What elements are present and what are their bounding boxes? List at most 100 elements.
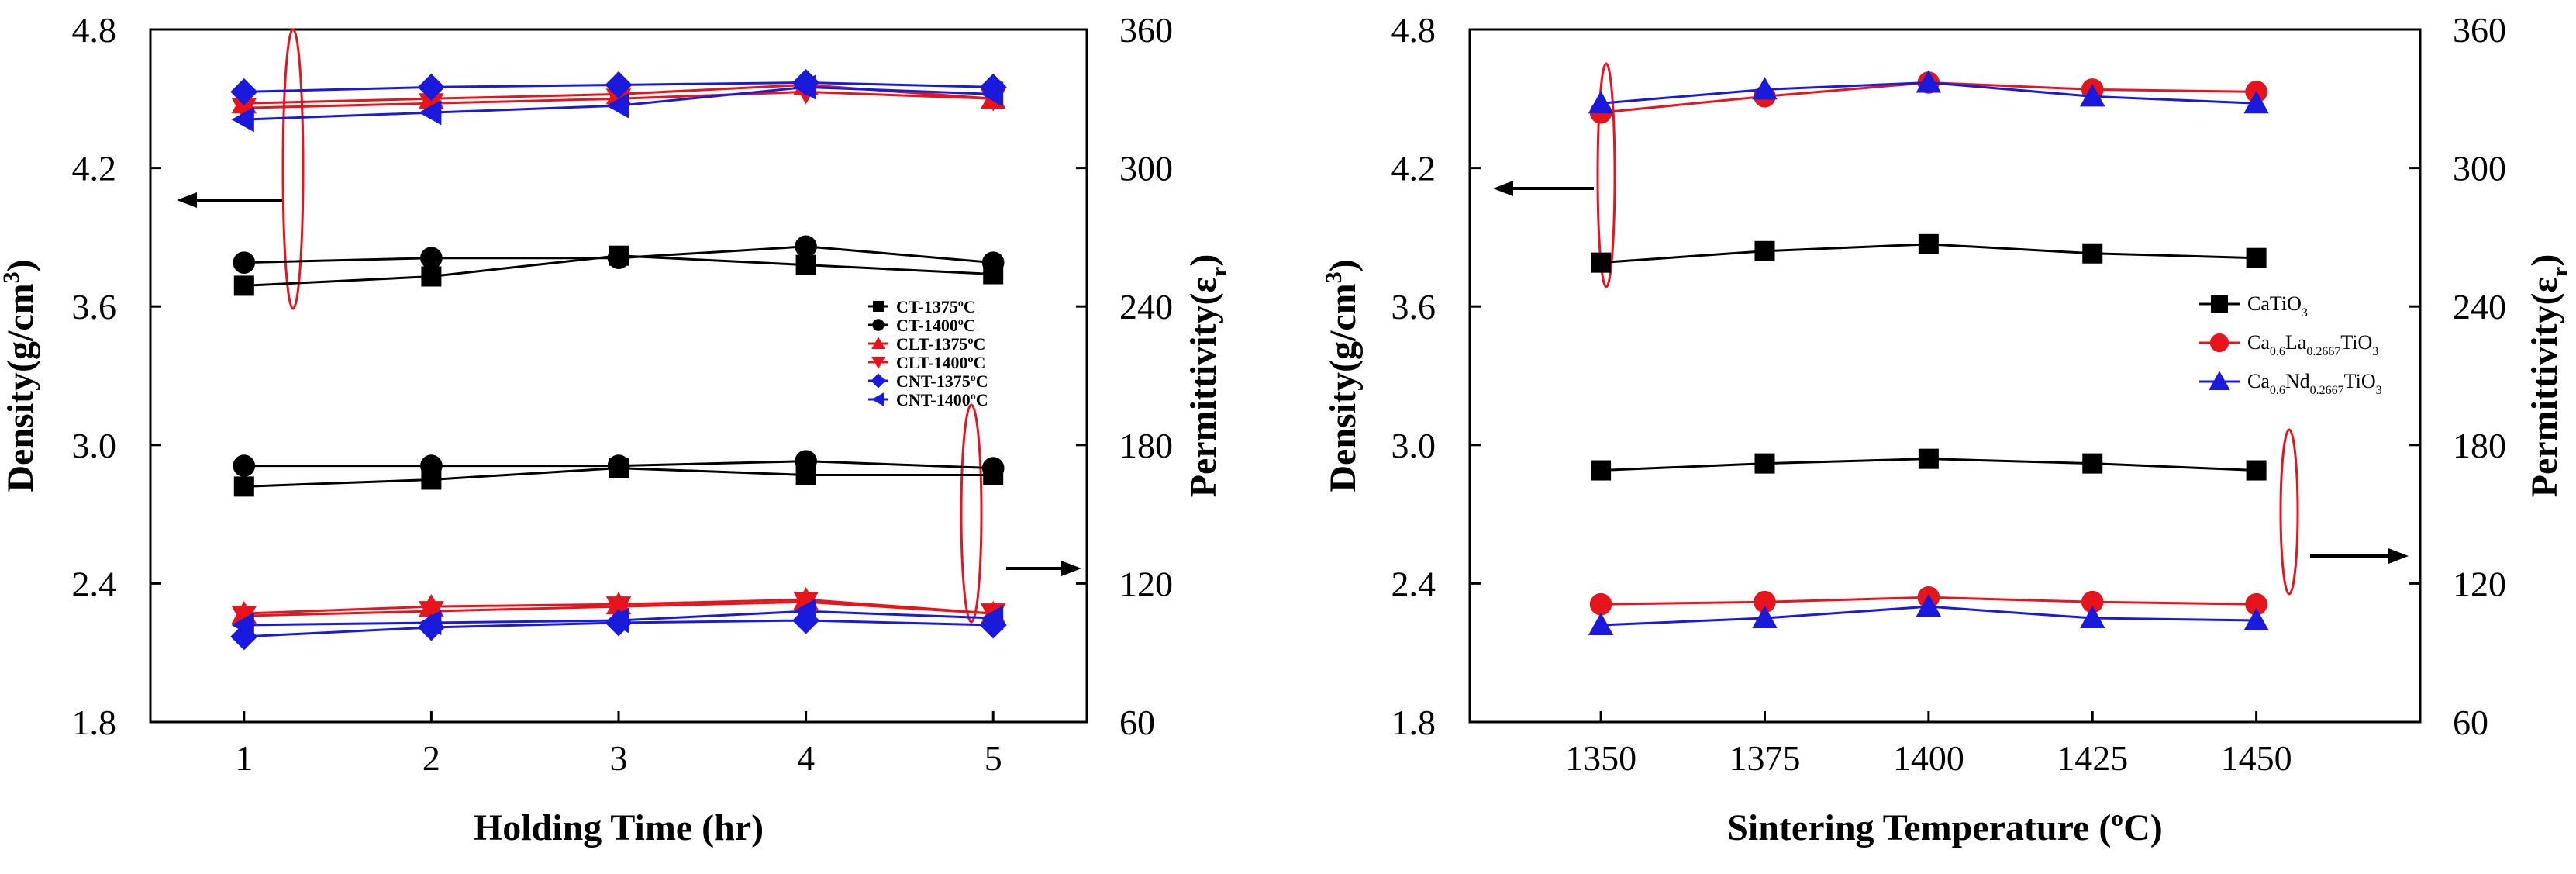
y-right-tick-label: 300: [2453, 149, 2506, 188]
permittivity-point: [419, 610, 442, 636]
series-2: [231, 72, 1006, 624]
y-right-tick-label: 120: [1119, 564, 1173, 603]
density-point: [231, 106, 254, 133]
axis-arrow-head: [1061, 561, 1081, 576]
density-point: [981, 251, 1005, 274]
y-left-tick-label: 2.4: [72, 564, 117, 603]
permittivity-point: [980, 605, 1004, 631]
highlight-oval: [1596, 62, 1616, 288]
permittivity-point: [1754, 590, 1776, 613]
permittivity-point: [981, 457, 1005, 479]
legend: CT-1375oCCT-1400oCCLT-1375oCCLT-1400oCCN…: [868, 297, 988, 409]
permittivity-point: [2243, 607, 2269, 631]
density-point: [420, 247, 443, 269]
permittivity-point: [605, 596, 632, 620]
permittivity-point: [607, 454, 630, 477]
highlight-oval: [960, 403, 983, 624]
legend-marker: [2211, 295, 2228, 313]
density-point: [605, 71, 633, 98]
permittivity-point: [1591, 460, 1612, 481]
legend-label: CNT-1375oC: [896, 371, 988, 391]
density-point: [1588, 91, 1614, 114]
density-point: [607, 247, 630, 269]
legend-label: CaTiO3: [2247, 292, 2308, 320]
axis-arrow-head: [177, 192, 197, 208]
density-point: [417, 73, 445, 101]
panel-sintering-temperature: 1350 1375 1400 1425 1450 1.8 2.4 3.0 3.6 4.2 4.8 60…: [1321, 10, 2573, 848]
density-point: [1752, 77, 1778, 100]
permittivity-point: [793, 592, 819, 615]
permittivity-point: [2079, 605, 2105, 629]
permittivity-point: [233, 454, 256, 477]
y-left-axis-title: Density(g/cm3): [1321, 259, 1364, 492]
legend-label: Ca0.6Nd0.2667TiO3: [2247, 370, 2382, 397]
permittivity-point: [2246, 460, 2267, 481]
y-left-tick-label: 2.4: [1391, 564, 1436, 603]
x-tick-label: 2: [422, 738, 440, 778]
permittivity-point: [2245, 592, 2267, 616]
legend-marker: [2209, 371, 2230, 390]
y-right-tick-label: 240: [1119, 287, 1173, 326]
density-point: [230, 78, 258, 105]
permittivity-point: [231, 606, 257, 629]
panel-holding-time: 1 2 3 4 5 1.8 2.4 3.0 3.6 4.2 4.8 60 120 180 240 300 360…: [0, 10, 1232, 848]
density-point: [2079, 84, 2105, 107]
y-right-tick-label: 180: [2453, 426, 2506, 465]
legend-label: Ca0.6La0.2667TiO3: [2247, 331, 2378, 358]
density-point: [419, 99, 442, 126]
x-tick-label: 1: [235, 738, 253, 778]
density-point: [421, 266, 442, 287]
plot-frame: [1468, 28, 2422, 724]
density-point: [795, 254, 816, 275]
y-left-tick-label: 3.0: [72, 426, 117, 465]
x-tick-label: 1425: [2057, 738, 2128, 778]
permittivity-point: [1588, 612, 1614, 635]
x-tick-label: 4: [797, 738, 815, 778]
density-point: [2082, 243, 2103, 264]
y-left-tick-label: 4.8: [1391, 10, 1436, 50]
x-tick-label: 5: [985, 738, 1002, 778]
y-right-tick-label: 300: [1119, 149, 1173, 188]
permittivity-point: [1589, 592, 1612, 616]
x-tick-label: 1450: [2221, 738, 2292, 778]
density-point: [1591, 252, 1612, 273]
legend-marker: [2209, 333, 2229, 353]
density-point: [2246, 247, 2267, 268]
axis-arrow-head: [1493, 181, 1513, 196]
legend-label: CT-1375oC: [896, 297, 976, 316]
density-point: [1754, 240, 1775, 261]
permittivity-point: [605, 607, 629, 634]
legend-label: CT-1400oC: [896, 316, 976, 335]
permittivity-point: [2081, 590, 2104, 613]
density-point: [795, 235, 817, 258]
x-tick-label: 1375: [1729, 738, 1800, 778]
y-left-axis-title: Density(g/cm3): [0, 259, 41, 492]
y-left-tick-label: 1.8: [72, 703, 117, 742]
axis-arrow-head: [2388, 548, 2409, 564]
y-right-axis-title: Permittivity(εr): [1183, 254, 1232, 498]
y-left-tick-label: 3.0: [1391, 426, 1436, 465]
y-right-tick-label: 180: [1119, 426, 1173, 465]
x-tick-label: 3: [610, 738, 628, 778]
legend-marker: [871, 373, 886, 389]
permittivity-point: [420, 454, 443, 477]
y-left-tick-label: 1.8: [1391, 703, 1436, 742]
series-3: [231, 81, 1006, 629]
density-point: [1916, 70, 1942, 93]
y-right-tick-label: 240: [2453, 287, 2506, 326]
permittivity-point: [1752, 605, 1778, 629]
legend-label: CNT-1400oC: [896, 390, 988, 409]
x-tick-label: 1350: [1565, 738, 1636, 778]
series-5: [231, 74, 1004, 638]
series-0: [1591, 233, 2267, 481]
permittivity-point: [231, 612, 254, 638]
permittivity-point: [795, 450, 817, 472]
x-tick-label: 1400: [1893, 738, 1964, 778]
density-point: [980, 81, 1004, 107]
legend-marker: [871, 357, 885, 369]
y-right-tick-label: 360: [1119, 10, 1173, 50]
density-point: [1918, 233, 1939, 254]
legend-label: CLT-1400oC: [896, 353, 985, 372]
series-4: [230, 68, 1007, 651]
